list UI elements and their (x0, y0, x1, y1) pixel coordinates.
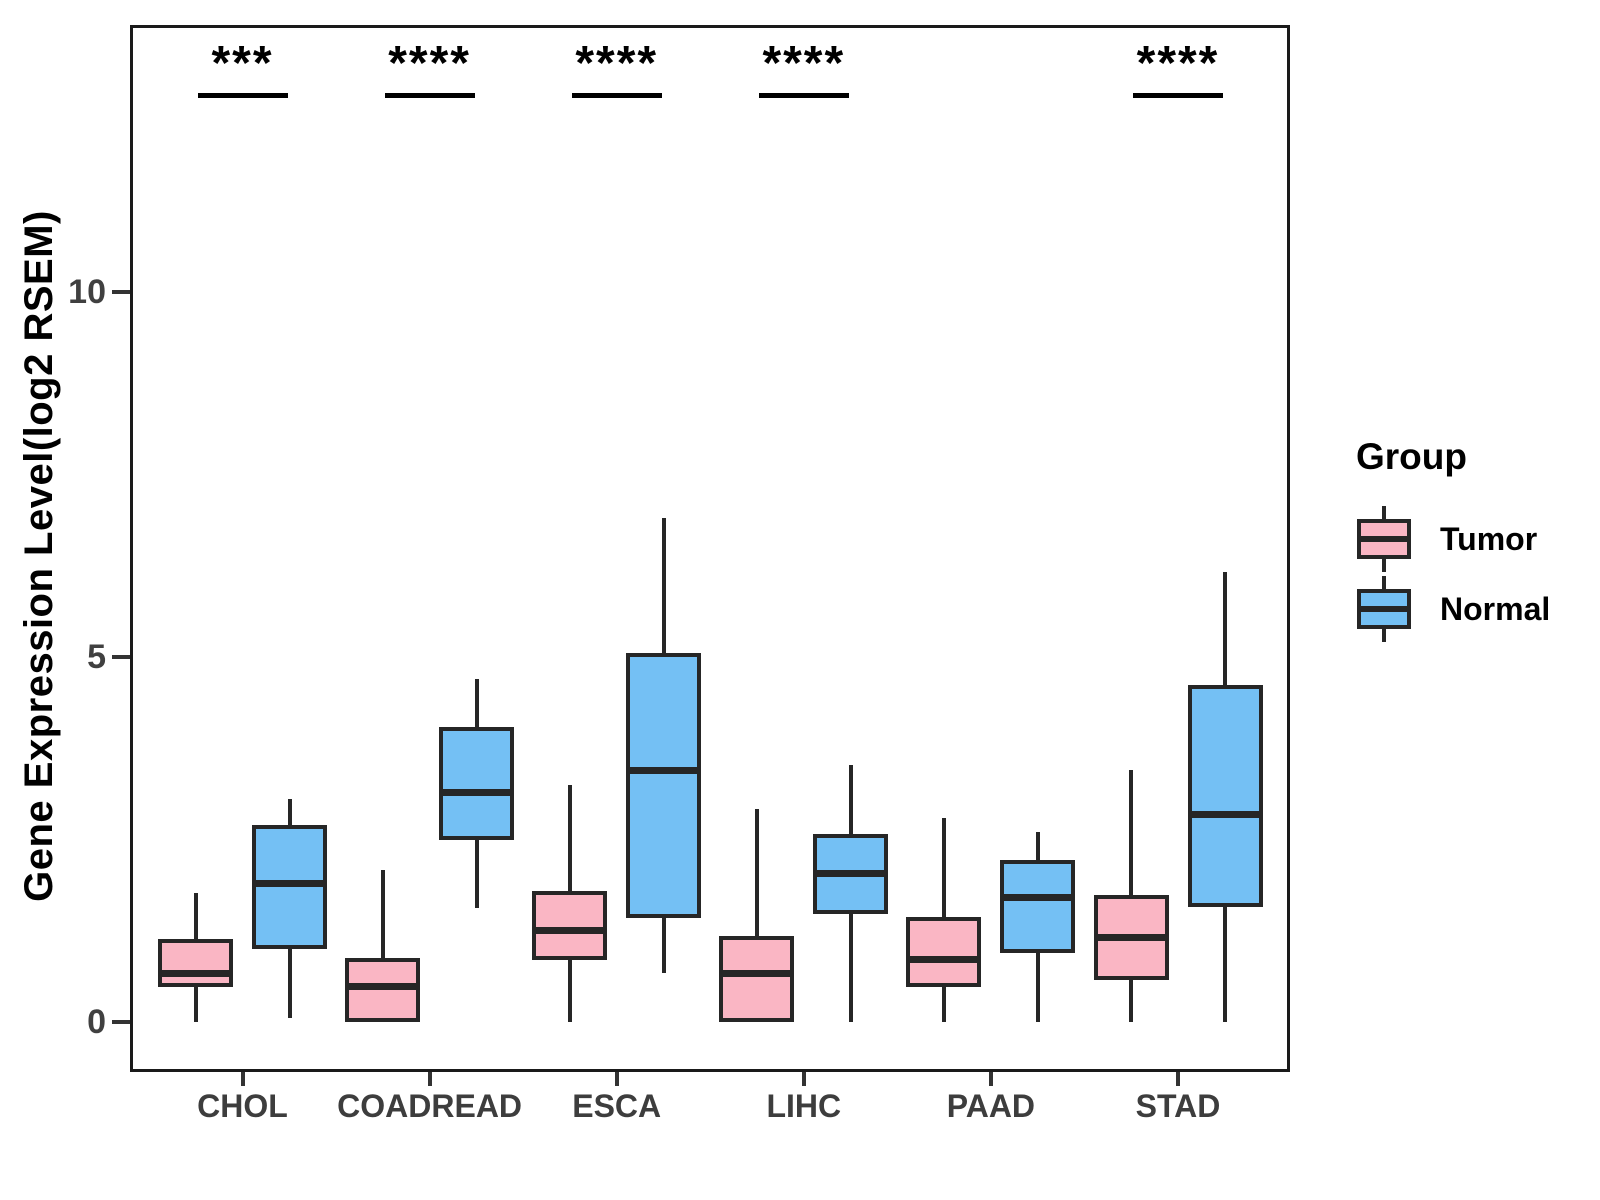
x-tick-mark (614, 1072, 619, 1086)
sig-stars-lihc: **** (762, 37, 846, 90)
x-tick-mark (427, 1072, 432, 1086)
whisker-upper-tumor-chol (193, 892, 198, 939)
box-tumor-lihc (719, 935, 795, 1022)
x-tick-label-chol: CHOL (197, 1088, 288, 1124)
y-tick-label: 10 (68, 273, 106, 311)
whisker-lower-tumor-esca (567, 959, 572, 1022)
sig-stars-esca: **** (575, 37, 659, 90)
legend-entries: Tumor Normal (1356, 504, 1550, 644)
sig-bar-esca (571, 93, 662, 98)
whisker-upper-normal-stad (1223, 572, 1227, 685)
whisker-upper-normal-lihc (848, 765, 853, 834)
legend: Group Tumor Normal (1356, 436, 1550, 644)
median-tumor-chol (158, 969, 233, 977)
legend-key-normal-boxplot-icon (1356, 576, 1412, 642)
x-tick-label-stad: STAD (1135, 1088, 1221, 1124)
x-tick-mark (988, 1072, 993, 1086)
x-tick-label-esca: ESCA (572, 1088, 662, 1124)
legend-label-normal: Normal (1440, 590, 1551, 627)
whisker-upper-tumor-stad (1129, 770, 1133, 895)
whisker-lower-normal-stad (1223, 906, 1227, 1022)
whisker-lower-normal-chol (287, 949, 292, 1019)
sig-bar-coadread (384, 93, 475, 98)
sig-bar-stad (1133, 93, 1223, 98)
whisker-lower-tumor-chol (193, 986, 198, 1022)
whisker-upper-normal-chol (287, 799, 292, 825)
x-tick-label-coadread: COADREAD (337, 1088, 523, 1124)
y-tick-mark (112, 655, 130, 659)
legend-glyph-whisker (1382, 576, 1386, 589)
sig-stars-stad: **** (1136, 37, 1220, 90)
y-tick-mark (112, 1020, 130, 1024)
whisker-lower-normal-lihc (848, 913, 853, 1022)
box-normal-chol (252, 824, 327, 949)
box-normal-stad (1187, 684, 1263, 907)
sig-stars-chol: *** (211, 37, 274, 90)
sig-bar-chol (197, 93, 288, 98)
median-tumor-paad (906, 956, 982, 964)
whisker-upper-tumor-coadread (380, 870, 385, 958)
median-tumor-stad (1093, 933, 1169, 941)
legend-glyph-whisker (1382, 506, 1386, 519)
whisker-upper-normal-paad (1035, 832, 1040, 860)
whisker-upper-tumor-lihc (754, 808, 759, 936)
whisker-upper-normal-coadread (474, 678, 479, 728)
sig-bar-lihc (758, 93, 849, 98)
legend-key-tumor-boxplot-icon (1356, 506, 1412, 572)
whisker-upper-tumor-esca (567, 784, 572, 891)
box-tumor-paad (906, 916, 982, 987)
whisker-lower-normal-paad (1035, 952, 1040, 1022)
y-axis-title: Gene Expression Level(log2 RSEM) (17, 210, 61, 902)
whisker-lower-tumor-stad (1129, 979, 1133, 1022)
y-tick-label: 5 (87, 638, 106, 676)
legend-glyph-whisker (1382, 559, 1386, 572)
whisker-lower-normal-coadread (474, 840, 479, 909)
legend-entry-normal: Normal (1356, 574, 1550, 644)
median-normal-chol (252, 879, 327, 887)
whisker-upper-tumor-paad (941, 818, 946, 917)
median-normal-esca (626, 766, 702, 774)
legend-glyph-median (1357, 536, 1411, 542)
y-tick-mark (112, 290, 130, 294)
whisker-lower-normal-esca (661, 918, 666, 974)
legend-entry-tumor: Tumor (1356, 504, 1550, 574)
median-normal-lihc (813, 870, 889, 878)
median-tumor-lihc (719, 970, 795, 978)
box-normal-paad (1000, 859, 1076, 953)
box-tumor-chol (158, 938, 233, 987)
sig-stars-coadread: **** (388, 37, 471, 90)
x-tick-label-paad: PAAD (946, 1088, 1036, 1124)
legend-glyph-median (1357, 606, 1411, 612)
median-normal-stad (1187, 811, 1263, 819)
box-tumor-esca (532, 890, 608, 960)
box-normal-coadread (439, 727, 515, 841)
whisker-upper-normal-esca (661, 518, 666, 654)
x-tick-mark (801, 1072, 806, 1086)
median-tumor-esca (532, 927, 608, 935)
median-normal-coadread (439, 789, 515, 797)
x-tick-label-lihc: LIHC (766, 1088, 842, 1124)
x-tick-mark (1176, 1072, 1180, 1086)
whisker-lower-tumor-paad (941, 986, 946, 1022)
median-normal-paad (1000, 893, 1076, 901)
legend-glyph-whisker (1382, 629, 1386, 642)
legend-title: Group (1356, 436, 1467, 477)
legend-label-tumor: Tumor (1440, 520, 1538, 557)
x-tick-mark (240, 1072, 245, 1086)
median-tumor-coadread (345, 983, 421, 991)
y-tick-label: 0 (87, 1003, 106, 1041)
box-normal-esca (626, 653, 702, 919)
